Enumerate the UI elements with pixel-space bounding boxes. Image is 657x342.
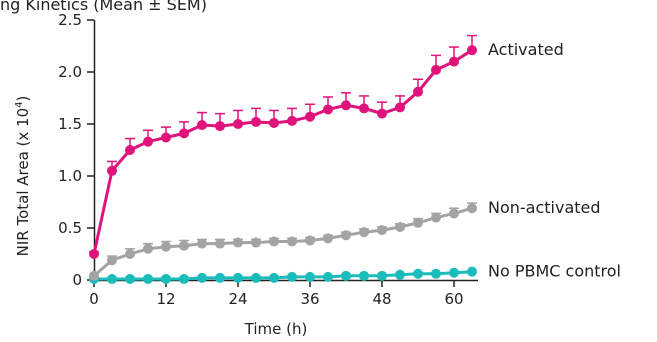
data-point (359, 227, 369, 238)
data-point (215, 238, 225, 249)
y-tick-label: 0 (72, 271, 82, 289)
y-tick-label: 2.0 (58, 63, 82, 81)
data-point (233, 272, 243, 283)
data-point (323, 271, 333, 282)
data-point (359, 270, 369, 281)
data-point (431, 268, 441, 279)
data-point (179, 128, 189, 139)
data-point (413, 86, 423, 97)
data-point (125, 145, 135, 155)
data-point (251, 116, 261, 127)
chart-labels: Activated Non-activated No PBMC control (488, 40, 621, 281)
data-point (449, 267, 459, 278)
data-point (125, 249, 135, 259)
data-point (161, 241, 171, 252)
data-point (251, 272, 261, 283)
data-point (287, 271, 297, 282)
data-point (143, 136, 153, 147)
series-label: Activated (488, 40, 564, 59)
data-point (395, 269, 405, 280)
x-tick-label: 48 (372, 290, 391, 308)
data-point (269, 272, 279, 283)
data-point (323, 233, 333, 244)
x-tick-label: 0 (89, 290, 99, 308)
series-label: Non-activated (488, 198, 601, 217)
data-point (233, 237, 243, 248)
data-point (377, 270, 387, 281)
data-point (287, 236, 297, 247)
data-point (395, 221, 405, 232)
data-point (125, 273, 135, 284)
data-point (251, 237, 261, 248)
series-line (93, 206, 473, 277)
y-tick-label: 0.5 (58, 219, 82, 237)
data-point (305, 235, 315, 246)
chart-header-fragment: ng Kinetics (Mean ± SEM) (0, 0, 207, 14)
series-label: No PBMC control (488, 262, 621, 281)
data-point (377, 108, 387, 119)
data-point (107, 255, 117, 266)
data-point (413, 217, 423, 228)
series-non-activated (89, 202, 477, 281)
data-point (179, 273, 189, 284)
data-point (215, 272, 225, 283)
y-axis-title-main: NIR Total Area (x 10 (14, 108, 32, 257)
data-point (395, 102, 405, 113)
data-point (341, 100, 351, 111)
data-point (467, 45, 477, 56)
data-point (413, 268, 423, 279)
data-point (449, 56, 459, 67)
data-point (107, 273, 117, 284)
chart-marks (89, 34, 477, 284)
data-point (269, 117, 279, 128)
x-tick-label: 36 (300, 290, 319, 308)
data-point (107, 165, 117, 176)
data-point (143, 243, 153, 254)
y-tick-label: 2.5 (58, 11, 82, 29)
y-tick-label: 1.5 (58, 115, 82, 133)
data-point (143, 273, 153, 284)
data-point (431, 212, 441, 223)
data-point (161, 273, 171, 284)
y-axis-title: NIR Total Area (x 104) (14, 96, 32, 257)
data-point (305, 271, 315, 282)
data-point (341, 270, 351, 281)
data-point (179, 240, 189, 251)
chart-axes: 0 12 24 36 48 60 0 0.5 1.0 1.5 2.0 2.5 (58, 11, 478, 308)
x-tick-label: 24 (228, 290, 247, 308)
data-point (341, 230, 351, 241)
data-point (161, 132, 171, 143)
data-point (359, 103, 369, 114)
series-line (94, 270, 473, 281)
series-line (92, 48, 473, 255)
data-point (449, 208, 459, 219)
y-axis-title-exponent: 4 (14, 101, 25, 107)
data-point (197, 238, 207, 249)
data-point (197, 120, 207, 131)
data-point (431, 64, 441, 75)
data-point (287, 115, 297, 126)
data-point (197, 272, 207, 283)
data-point (269, 236, 279, 247)
y-tick-label: 1.0 (58, 167, 82, 185)
data-point (233, 119, 243, 129)
series-activated (89, 34, 477, 259)
data-point (467, 266, 477, 277)
x-tick-label: 12 (156, 290, 175, 308)
data-point (305, 111, 315, 122)
x-tick-label: 60 (444, 290, 463, 308)
data-point (467, 203, 477, 214)
x-axis-title: Time (h) (244, 320, 308, 338)
data-point (323, 104, 333, 115)
data-point (215, 121, 225, 132)
data-point (89, 249, 99, 259)
data-point (89, 270, 99, 281)
series-no-pbmc-control (89, 266, 477, 284)
data-point (377, 225, 387, 236)
y-axis-title-close: ) (14, 96, 32, 102)
